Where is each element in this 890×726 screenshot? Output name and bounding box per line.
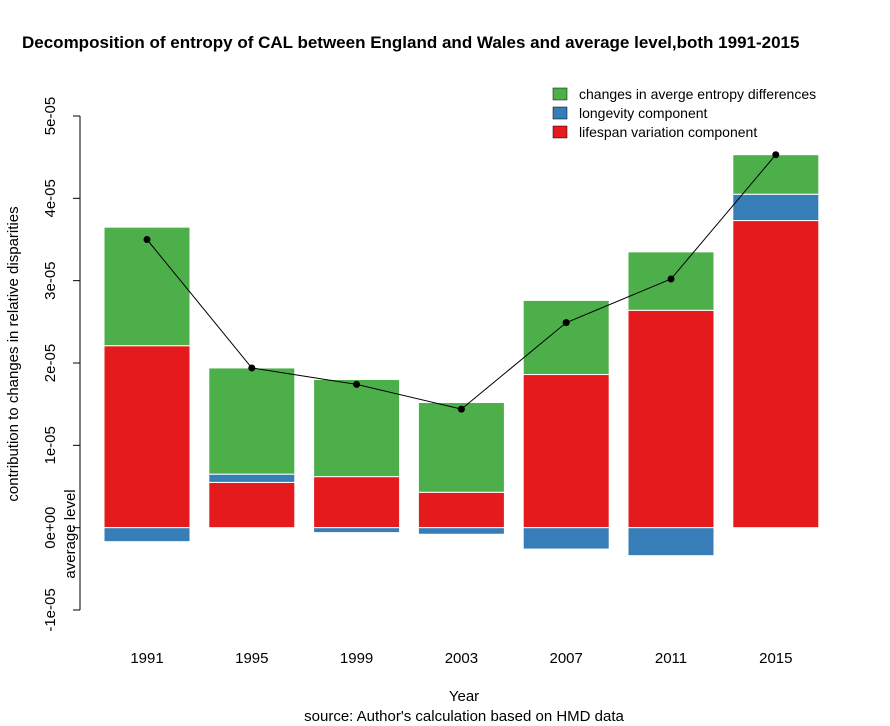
legend-swatch xyxy=(552,125,568,139)
bar-1995-series-2 xyxy=(208,367,296,475)
x-tick-label: 1995 xyxy=(235,650,268,667)
x-axis-label: Year xyxy=(449,688,479,705)
y-tick-label: 0e+00 xyxy=(42,507,59,549)
bar-1991-series-1 xyxy=(103,527,191,543)
average-level-point-1999 xyxy=(353,380,361,388)
y-axis-label: contribution to changes in relative disp… xyxy=(5,206,22,501)
x-tick-label: 2007 xyxy=(550,650,583,667)
average-level-point-2011 xyxy=(667,275,675,283)
bar-1991-series-0 xyxy=(103,345,191,529)
bar-2007-series-1 xyxy=(522,527,610,550)
x-tick-label: 1999 xyxy=(340,650,373,667)
y-tick-label: -1e-05 xyxy=(42,588,59,631)
x-tick-label: 1991 xyxy=(130,650,163,667)
y-axis-label-2: average level xyxy=(62,489,79,578)
legend-label: lifespan variation component xyxy=(579,124,757,140)
legend-swatch xyxy=(552,106,568,120)
x-axis: 1991 1995 1999 2003 2007 2011 2015 xyxy=(130,650,792,667)
y-tick-label: 4e-05 xyxy=(42,179,59,217)
bar-2007-series-2 xyxy=(522,299,610,376)
chart-title: Decomposition of entropy of CAL between … xyxy=(22,33,799,52)
legend: changes in averge entropy differences lon… xyxy=(552,86,816,140)
legend-label: longevity component xyxy=(579,105,708,121)
bar-2003-series-2 xyxy=(417,402,505,493)
bar-2015-series-0 xyxy=(732,220,820,529)
line-layer xyxy=(143,151,780,413)
bar-1999-series-2 xyxy=(313,378,401,478)
average-level-point-2007 xyxy=(562,319,570,327)
bar-2011-series-0 xyxy=(627,309,715,529)
bar-1999-series-0 xyxy=(313,476,401,529)
y-tick-label: 5e-05 xyxy=(42,97,59,135)
bar-2015-series-1 xyxy=(732,193,820,222)
y-tick-label: 2e-05 xyxy=(42,344,59,382)
x-tick-label: 2015 xyxy=(759,650,792,667)
bars-layer xyxy=(103,154,820,557)
average-level-point-1995 xyxy=(248,364,256,372)
bar-1999-series-1 xyxy=(313,527,401,534)
y-tick-label: 3e-05 xyxy=(42,261,59,299)
x-tick-label: 2011 xyxy=(655,650,687,667)
bar-2003-series-0 xyxy=(417,491,505,529)
bar-1991-series-2 xyxy=(103,226,191,347)
average-level-point-2015 xyxy=(772,151,780,159)
y-tick-label: 1e-05 xyxy=(42,426,59,464)
average-level-point-2003 xyxy=(457,405,465,413)
y-axis: -1e-05 0e+00 1e-05 2e-05 3e-05 4e-05 5e-05 xyxy=(42,97,81,632)
bar-2007-series-0 xyxy=(522,374,610,529)
legend-label: changes in averge entropy differences xyxy=(579,86,816,102)
bar-2011-series-1 xyxy=(627,527,715,557)
bar-1995-series-0 xyxy=(208,481,296,529)
bar-2003-series-1 xyxy=(417,527,505,535)
average-level-point-1991 xyxy=(143,236,151,243)
caption: source: Author's calculation based on HM… xyxy=(304,708,624,725)
bar-1995-series-1 xyxy=(208,473,296,483)
x-tick-label: 2003 xyxy=(445,650,478,667)
bar-2015-series-2 xyxy=(732,154,820,195)
legend-swatch xyxy=(552,87,568,101)
